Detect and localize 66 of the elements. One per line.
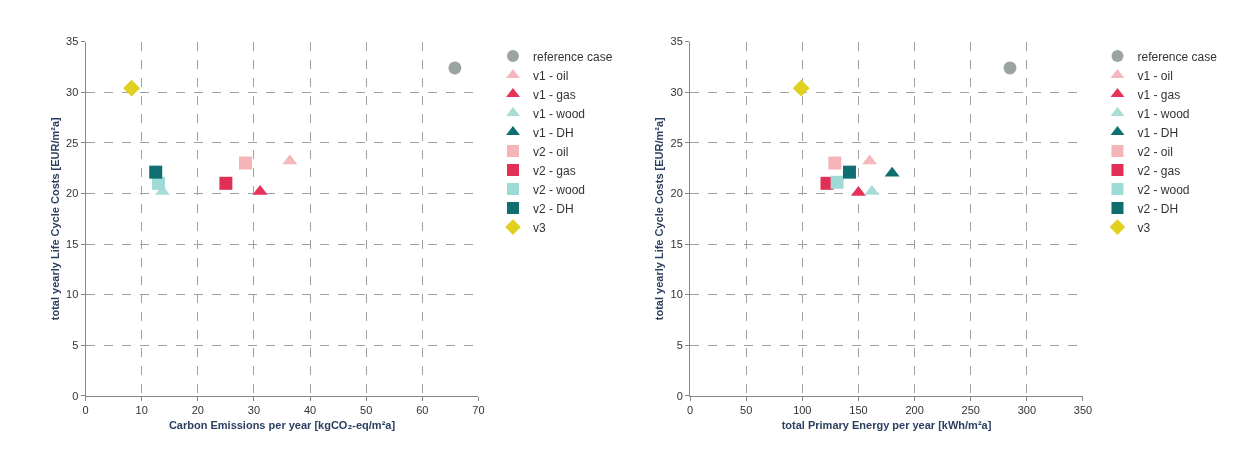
point [792,79,810,97]
y-tick-label: 30 [670,86,683,99]
y-tick-label: 10 [66,288,79,301]
point [842,165,856,179]
y-tick-label: 35 [66,35,79,48]
legend-label: v1 - wood [1137,106,1190,121]
x-tick-label: 250 [961,404,980,417]
x-tick-label: 0 [82,404,89,417]
legend-label: v3 [1137,220,1151,235]
y-tick-label: 30 [66,86,79,99]
legend-label: reference case [532,49,613,64]
x-tick-label: 60 [416,404,429,417]
y-tick-label: 20 [670,187,683,200]
legend-label: v1 - gas [1137,87,1181,102]
y-tick-label: 25 [670,136,683,149]
y-tick-label: 0 [676,389,683,402]
x-tick-label: 100 [793,404,812,417]
legend-label: v2 - oil [532,144,569,159]
y-tick-label: 25 [66,136,79,149]
legend-label: v2 - DH [532,201,574,216]
point [448,61,462,75]
point [1003,61,1017,75]
legend-label: v1 - wood [532,106,585,121]
x-tick-label: 40 [303,404,317,417]
x-tick-label: 350 [1073,404,1093,417]
y-tick-label: 0 [72,389,79,402]
point [828,156,842,170]
legend-label: v2 - gas [532,163,576,178]
point [149,165,163,179]
x-tick-label: 50 [740,404,753,417]
x-tick-label: 10 [135,404,148,417]
x-tick-label: 300 [1017,404,1037,417]
x-tick-label: 30 [247,404,261,417]
y-tick-label: 5 [676,339,683,352]
x-tick-label: 70 [472,404,485,417]
legend-label: v2 - wood [532,182,585,197]
y-tick-label: 15 [670,237,683,250]
point [219,176,233,190]
y-axis-title: total yearly Life Cycle Costs [EUR/m²a] [48,116,61,321]
legend-label: v2 - gas [1137,163,1181,178]
point [123,79,141,97]
x-tick-label: 150 [849,404,868,417]
x-tick-label: 0 [686,404,694,417]
x-tick-label: 20 [191,404,204,417]
legend-label: v1 - DH [1137,125,1179,140]
y-tick-label: 35 [670,35,683,48]
y-tick-label: 10 [670,288,683,301]
x-axis-title: Carbon Emissions per year [kgCO₂-eq/m²a] [168,419,396,432]
legend-label: v2 - wood [1137,182,1190,197]
legend-label: v1 - oil [532,68,569,83]
y-tick-label: 20 [66,187,79,200]
legend-label: reference case [1137,49,1218,64]
legend-label: v2 - oil [1137,144,1173,159]
legend-label: v1 - DH [532,125,574,140]
legend-label: v1 - gas [532,87,576,102]
x-axis-title: total Primary Energy per year [kWh/m²a] [781,419,992,432]
x-tick-label: 50 [360,404,373,417]
y-tick-label: 15 [66,237,79,250]
y-axis-title: total yearly Life Cycle Costs [EUR/m²a] [653,116,666,321]
x-tick-label: 200 [905,404,924,417]
legend-label: v3 [532,220,546,235]
point [239,156,253,170]
y-tick-label: 5 [72,339,79,352]
legend-label: v1 - oil [1137,68,1173,83]
point [830,175,844,189]
legend-label: v2 - DH [1137,201,1179,216]
